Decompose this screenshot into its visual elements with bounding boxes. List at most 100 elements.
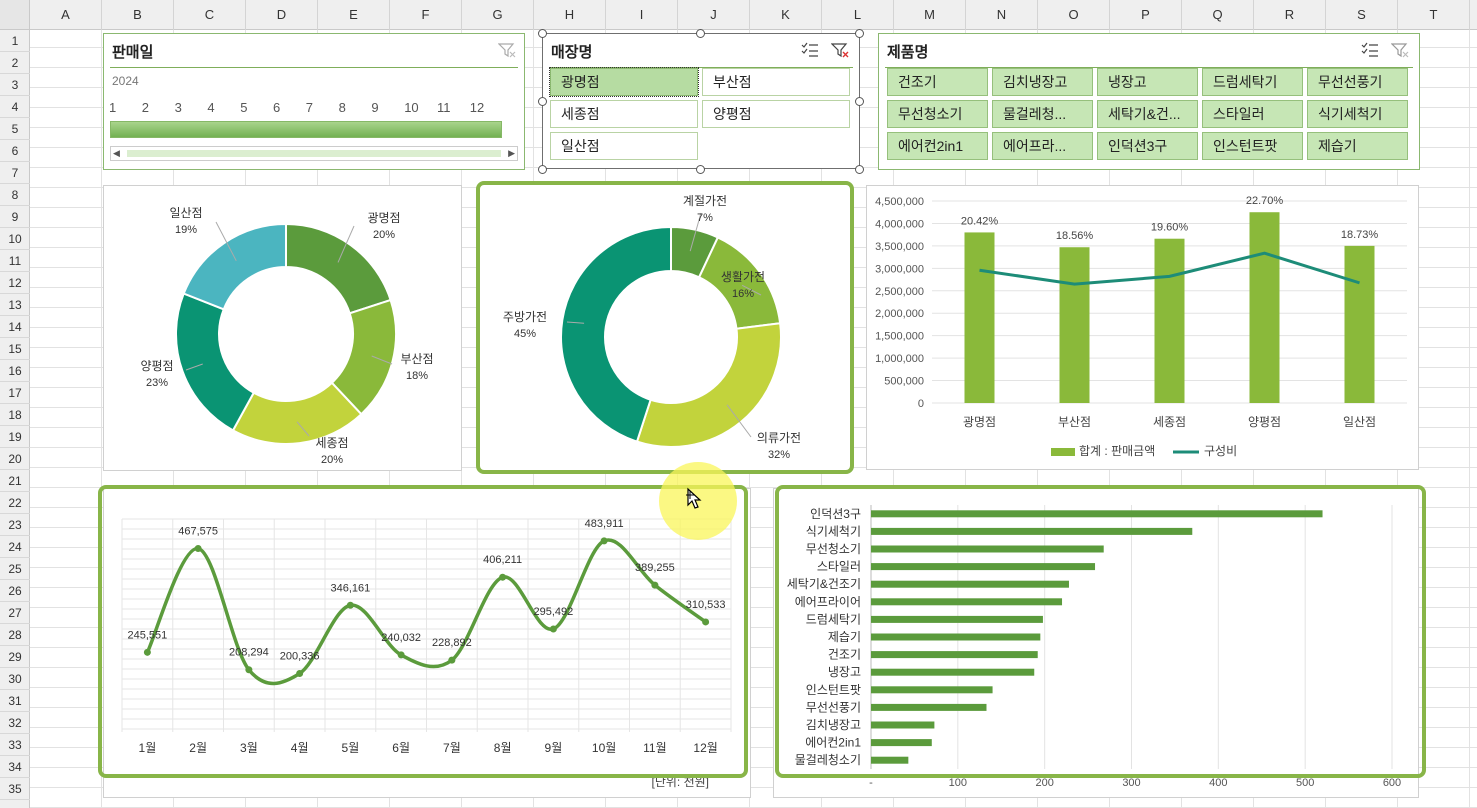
column-header[interactable]: O <box>1038 0 1110 30</box>
column-header[interactable]: T <box>1398 0 1470 30</box>
column-header[interactable]: L <box>822 0 894 30</box>
data-point[interactable] <box>448 656 456 664</box>
donut-slice[interactable] <box>635 322 782 448</box>
row-header[interactable]: 24 <box>0 536 30 558</box>
data-point[interactable] <box>194 545 202 553</box>
column-header[interactable]: I <box>606 0 678 30</box>
resize-handle[interactable] <box>538 97 547 106</box>
timeline-month-label[interactable]: 2 <box>141 100 150 115</box>
product-slicer-item[interactable]: 인스턴트팟 <box>1202 132 1303 160</box>
bar[interactable] <box>1059 247 1090 403</box>
row-header[interactable]: 6 <box>0 140 30 162</box>
data-point[interactable] <box>549 625 557 633</box>
product-bar[interactable] <box>871 739 932 747</box>
timeline-selection-bar[interactable] <box>110 121 502 138</box>
product-slicer-item[interactable]: 드럼세탁기 <box>1202 68 1303 96</box>
resize-handle[interactable] <box>538 29 547 38</box>
donut-slice[interactable] <box>182 222 287 311</box>
resize-handle[interactable] <box>855 165 864 174</box>
column-header[interactable]: H <box>534 0 606 30</box>
column-header[interactable]: J <box>678 0 750 30</box>
timeline-month-label[interactable]: 3 <box>174 100 182 115</box>
timeline-month-label[interactable]: 1 <box>109 100 117 115</box>
data-point[interactable] <box>600 537 608 545</box>
data-point[interactable] <box>143 648 151 656</box>
row-header[interactable]: 35 <box>0 778 30 800</box>
donut-slice[interactable] <box>560 225 672 443</box>
data-point[interactable] <box>651 581 659 589</box>
row-header[interactable]: 34 <box>0 756 30 778</box>
column-header[interactable]: M <box>894 0 966 30</box>
bar[interactable] <box>1344 245 1375 403</box>
row-header[interactable]: 10 <box>0 228 30 250</box>
resize-handle[interactable] <box>538 165 547 174</box>
timeline-scrollbar[interactable]: ◀ ▶ <box>110 146 518 161</box>
column-header[interactable]: S <box>1326 0 1398 30</box>
row-header[interactable]: 5 <box>0 118 30 140</box>
row-header[interactable]: 12 <box>0 272 30 294</box>
monthly-line-chart[interactable]: 245,551 1월 467,575 2월 208,294 3월 200,336 4월 346,… <box>103 488 751 798</box>
column-header[interactable]: F <box>390 0 462 30</box>
row-header[interactable]: 18 <box>0 404 30 426</box>
product-bar[interactable] <box>871 563 1096 571</box>
clear-filter-icon[interactable] <box>1391 42 1409 58</box>
product-slicer[interactable]: 제품명 건조기 김치냉장고 냉장고 드럼세탁기 무선선풍기 무선청소기 물걸레청... 세탁기… <box>878 33 1420 170</box>
data-point[interactable] <box>499 573 507 581</box>
timeline-month-label[interactable]: 6 <box>273 100 281 115</box>
product-bar[interactable] <box>871 686 993 694</box>
column-header[interactable]: Q <box>1182 0 1254 30</box>
product-bar-chart[interactable]: - 100 200 300 400 500 600 인덕션3구 식기세척기 무선청소기 스타일러 세탁… <box>773 488 1419 798</box>
column-header[interactable]: R <box>1254 0 1326 30</box>
data-point[interactable] <box>296 669 304 677</box>
timeline-month-label[interactable]: 7 <box>305 100 314 115</box>
store-slicer-item[interactable]: 세종점 <box>550 100 698 128</box>
resize-handle[interactable] <box>696 165 705 174</box>
select-all-corner[interactable] <box>0 0 30 30</box>
scroll-right-icon[interactable]: ▶ <box>508 148 515 158</box>
row-header[interactable]: 3 <box>0 74 30 96</box>
product-bar[interactable] <box>871 651 1038 659</box>
product-slicer-item[interactable]: 건조기 <box>887 68 988 96</box>
product-bar[interactable] <box>871 598 1063 606</box>
product-slicer-item[interactable]: 제습기 <box>1307 132 1408 160</box>
column-header[interactable]: N <box>966 0 1038 30</box>
row-header[interactable]: 11 <box>0 250 30 272</box>
store-donut-chart[interactable]: 광명점 20% 부산점 18% 세종점 20% 양평점 23% 일산점 19% <box>103 185 462 471</box>
row-header[interactable]: 21 <box>0 470 30 492</box>
store-slicer-item[interactable]: 광명점 <box>549 67 699 97</box>
timeline-month-label[interactable]: 8 <box>338 100 346 115</box>
data-point[interactable] <box>346 601 354 609</box>
clear-filter-icon[interactable] <box>831 42 849 58</box>
timeline-month-label[interactable]: 9 <box>371 100 379 115</box>
row-header[interactable]: 2 <box>0 52 30 74</box>
data-point[interactable] <box>702 618 710 626</box>
ratio-line[interactable] <box>979 251 1360 286</box>
product-bar[interactable] <box>871 615 1043 623</box>
timeline-month-label[interactable]: 4 <box>207 100 215 115</box>
product-slicer-item[interactable]: 식기세척기 <box>1307 100 1408 128</box>
product-slicer-item[interactable]: 김치냉장고 <box>992 68 1093 96</box>
row-header[interactable]: 27 <box>0 602 30 624</box>
product-slicer-item[interactable]: 에어컨2in1 <box>887 132 988 160</box>
row-header[interactable]: 8 <box>0 184 30 206</box>
row-header[interactable]: 19 <box>0 426 30 448</box>
row-header[interactable]: 16 <box>0 360 30 382</box>
row-header[interactable]: 9 <box>0 206 30 228</box>
store-combo-chart[interactable]: 4,500,000 4,000,000 3,500,000 3,000,000 2,50… <box>866 185 1419 470</box>
product-bar[interactable] <box>871 527 1193 535</box>
product-bar[interactable] <box>871 703 987 711</box>
bar[interactable] <box>964 232 995 403</box>
row-header[interactable]: 15 <box>0 338 30 360</box>
row-header[interactable]: 25 <box>0 558 30 580</box>
column-header[interactable]: D <box>246 0 318 30</box>
timeline-month-label[interactable]: 11 <box>437 100 451 115</box>
column-header[interactable]: C <box>174 0 246 30</box>
product-slicer-item[interactable]: 냉장고 <box>1097 68 1198 96</box>
store-slicer-item[interactable]: 양평점 <box>702 100 850 128</box>
product-bar[interactable] <box>871 510 1323 518</box>
bar[interactable] <box>1249 212 1280 403</box>
product-slicer-item[interactable]: 인덕션3구 <box>1097 132 1198 160</box>
product-slicer-item[interactable]: 무선선풍기 <box>1307 68 1408 96</box>
product-slicer-item[interactable]: 세탁기&건... <box>1097 100 1198 128</box>
multi-select-icon[interactable] <box>801 42 819 58</box>
